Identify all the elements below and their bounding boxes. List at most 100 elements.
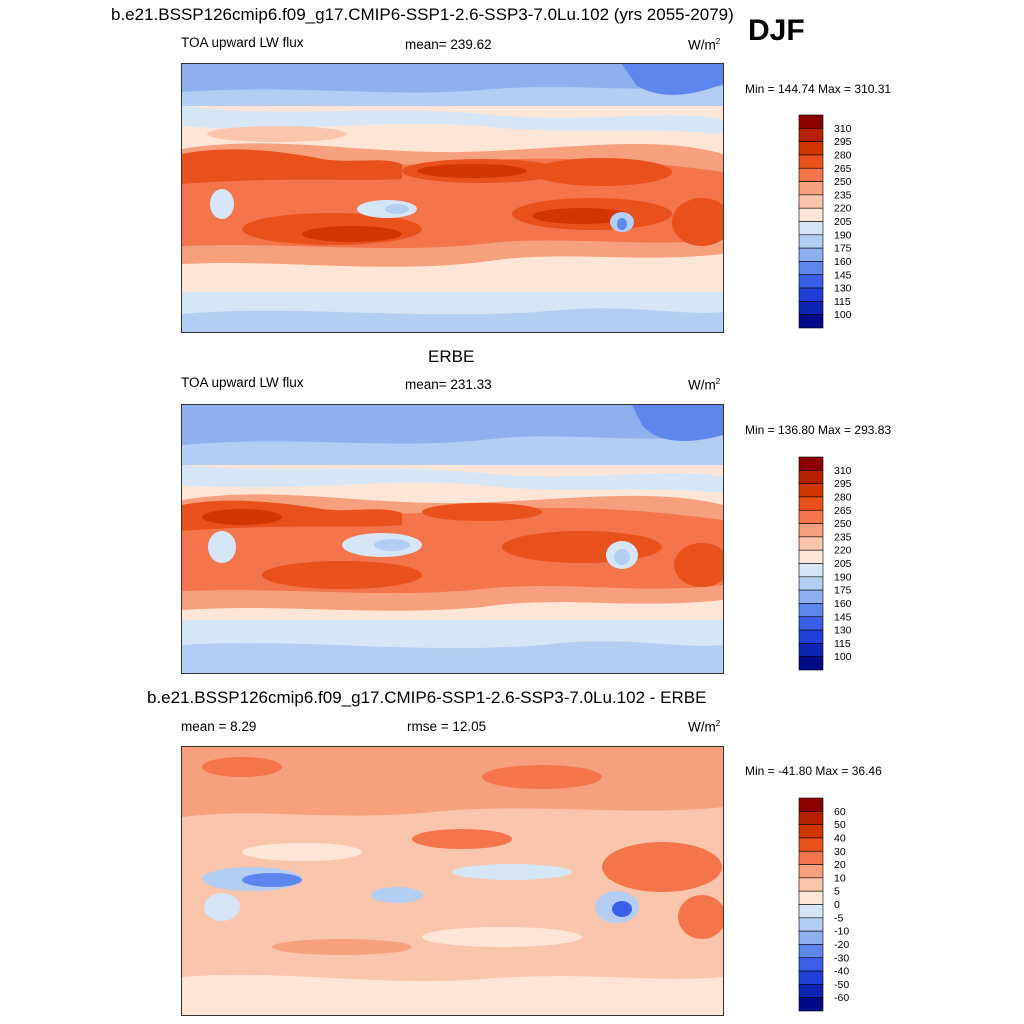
- colorbar-swatch: [798, 549, 824, 564]
- colorbar-tick-label: 160: [834, 598, 852, 610]
- colorbar-swatch: [798, 970, 824, 985]
- colorbar-tick-label: 220: [834, 203, 852, 215]
- colorbar-swatch: [798, 234, 824, 249]
- colorbar-tick-label: 265: [834, 505, 852, 517]
- colorbar-tick-label: 235: [834, 189, 852, 201]
- colorbar-tick-label: -5: [834, 912, 843, 924]
- colorbar-tick-label: 40: [834, 832, 846, 844]
- colorbar-swatch: [798, 904, 824, 919]
- colorbar-tick-label: 130: [834, 625, 852, 637]
- model-field: [182, 64, 723, 332]
- panel-obs-colorbar: 310 295 280 265 250 235 220 205 190 175 160 145 130 1…: [798, 456, 852, 671]
- colorbar-tick-label: 50: [834, 819, 846, 831]
- panel-model-unit: W/m2: [688, 37, 721, 53]
- colorbar-swatch: [798, 523, 824, 538]
- colorbar-tick-label: 130: [834, 283, 852, 295]
- panel-model-colorbar: 310 295 280 265 250 235 220 205 190 175 160 145 130 1…: [798, 114, 852, 329]
- colorbar-swatch: [798, 221, 824, 236]
- colorbar-tick-label: 115: [834, 638, 851, 650]
- colorbar-swatch: [798, 456, 824, 471]
- colorbar-tick-label: 115: [834, 296, 851, 308]
- panel-diff-rmse: rmse = 12.05: [407, 719, 487, 734]
- colorbar-tick-label: -30: [834, 952, 849, 964]
- colorbar-swatch: [798, 536, 824, 551]
- panel-diff-colorbar: 60 50 40 30 20 10 5 0 -5 -10 -20 -30 -40 -50 -60: [798, 797, 849, 1012]
- colorbar-tick-label: 30: [834, 846, 846, 858]
- colorbar-tick-label: -20: [834, 939, 849, 951]
- colorbar-tick-label: 295: [834, 478, 852, 490]
- colorbar-swatch: [798, 301, 824, 315]
- panel-diff-map: [181, 746, 724, 1016]
- colorbar-swatch: [798, 154, 824, 169]
- colorbar-swatch: [798, 603, 824, 618]
- colorbar-tick-label: 0: [834, 899, 840, 911]
- colorbar-tick-label: -40: [834, 966, 849, 978]
- colorbar-swatch: [798, 877, 824, 892]
- panel-model-colorbar-svg: 3102952802652502352202051901751601451301…: [798, 114, 852, 329]
- panel-obs-minmax: Min = 136.80 Max = 293.83: [745, 423, 892, 437]
- colorbar-tick-label: 250: [834, 518, 852, 530]
- colorbar-swatch: [798, 850, 824, 865]
- colorbar-swatch: [798, 181, 824, 196]
- colorbar-swatch: [798, 470, 824, 484]
- colorbar-swatch: [798, 629, 824, 644]
- panel-obs-map: [181, 404, 724, 674]
- colorbar-swatch: [798, 114, 824, 129]
- obs-field: [182, 405, 723, 673]
- diff-field: [182, 747, 723, 1015]
- colorbar-tick-label: 280: [834, 149, 852, 161]
- colorbar-swatch: [798, 957, 824, 972]
- colorbar-tick-label: 205: [834, 216, 852, 228]
- colorbar-swatch: [798, 261, 824, 276]
- figure-title: b.e21.BSSP126cmip6.f09_g17.CMIP6-SSP1-2.…: [111, 5, 734, 24]
- colorbar-swatch: [798, 194, 824, 209]
- colorbar-tick-label: 280: [834, 491, 852, 503]
- colorbar-swatch: [798, 167, 824, 182]
- colorbar-tick-label: 235: [834, 531, 852, 543]
- colorbar-tick-label: 145: [834, 611, 852, 623]
- colorbar-tick-label: 160: [834, 256, 852, 268]
- colorbar-tick-label: -60: [834, 992, 849, 1004]
- colorbar-swatch: [798, 314, 824, 329]
- panel-diff-unit: W/m2: [688, 719, 721, 735]
- colorbar-tick-label: 5: [834, 886, 840, 898]
- colorbar-swatch: [798, 563, 824, 578]
- colorbar-swatch: [798, 930, 824, 945]
- colorbar-tick-label: 295: [834, 136, 852, 148]
- colorbar-swatch: [798, 824, 824, 839]
- panel-obs-title: ERBE: [428, 347, 475, 366]
- colorbar-tick-label: -10: [834, 926, 849, 938]
- colorbar-tick-label: 175: [834, 243, 852, 255]
- colorbar-tick-label: 190: [834, 571, 852, 583]
- panel-model-map: [181, 63, 724, 333]
- colorbar-tick-label: 310: [834, 465, 852, 477]
- season-label: DJF: [748, 14, 805, 47]
- colorbar-tick-label: 100: [834, 651, 852, 663]
- colorbar-swatch: [798, 837, 824, 852]
- panel-obs-colorbar-svg: 3102952802652502352202051901751601451301…: [798, 456, 852, 671]
- colorbar-swatch: [798, 656, 824, 671]
- panel-model-mean: mean= 239.62: [405, 37, 492, 52]
- colorbar-swatch: [798, 616, 824, 631]
- colorbar-tick-label: 145: [834, 269, 852, 281]
- panel-diff-title: b.e21.BSSP126cmip6.f09_g17.CMIP6-SSP1-2.…: [147, 688, 707, 707]
- colorbar-tick-label: 310: [834, 123, 852, 135]
- colorbar-swatch: [798, 141, 824, 156]
- colorbar-tick-label: 205: [834, 558, 852, 570]
- colorbar-tick-label: 220: [834, 545, 852, 557]
- panel-model-minmax: Min = 144.74 Max = 310.31: [745, 82, 892, 96]
- panel-obs-mean: mean= 231.33: [405, 377, 492, 392]
- panel-model-variable: TOA upward LW flux: [181, 35, 304, 50]
- colorbar-swatch: [798, 207, 824, 222]
- colorbar-swatch: [798, 496, 824, 511]
- panel-diff-mean: mean = 8.29: [181, 719, 257, 734]
- colorbar-swatch: [798, 576, 824, 591]
- colorbar-swatch: [798, 483, 824, 498]
- colorbar-tick-label: 190: [834, 229, 852, 241]
- colorbar-swatch: [798, 984, 824, 998]
- colorbar-swatch: [798, 811, 824, 825]
- colorbar-swatch: [798, 890, 824, 905]
- colorbar-tick-label: -50: [834, 979, 849, 991]
- colorbar-swatch: [798, 797, 824, 812]
